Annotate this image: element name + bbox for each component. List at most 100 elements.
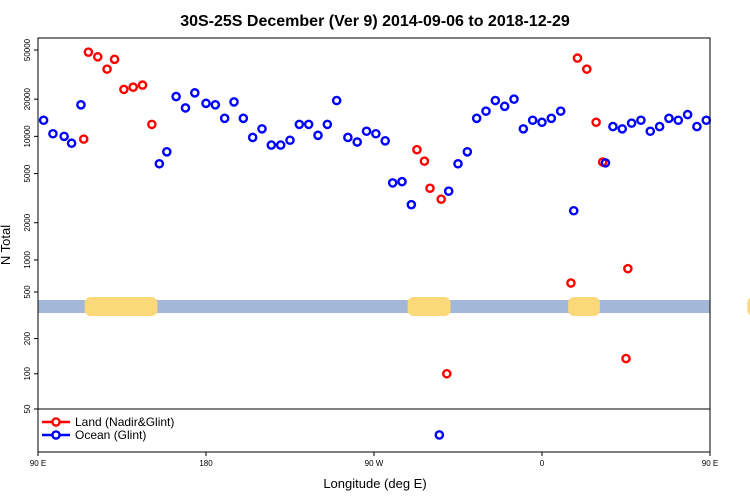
- land-point: [441, 368, 452, 379]
- ocean-point: [161, 146, 172, 157]
- legend-label-ocean: Ocean (Glint): [75, 428, 146, 442]
- y-axis-ticks: 50 100 200 500 1000 2000 5000 10000 20000 50000: [23, 38, 38, 413]
- ocean-point: [600, 158, 611, 168]
- y-tick-label: 1000: [23, 250, 32, 268]
- land-ocean-mask: [38, 297, 750, 316]
- ocean-point: [48, 128, 58, 139]
- ocean-point: [546, 113, 557, 124]
- ocean-point: [219, 113, 230, 124]
- legend-label-land: Land (Nadir&Glint): [75, 415, 174, 429]
- legend-marker-land: [51, 417, 61, 427]
- ocean-point: [313, 130, 323, 141]
- land-point: [92, 52, 103, 62]
- ocean-point: [201, 98, 211, 109]
- ocean-point: [229, 97, 239, 107]
- x-tick-label: 90 E: [702, 459, 718, 468]
- land-point: [109, 54, 120, 65]
- ocean-point: [434, 430, 445, 440]
- ocean-point: [568, 205, 579, 216]
- data-points: [38, 47, 712, 440]
- ocean-point: [443, 186, 454, 196]
- y-tick-label: 50: [23, 404, 32, 413]
- land-point: [621, 353, 631, 364]
- x-tick-label: 0: [540, 459, 545, 468]
- ocean-point: [371, 128, 381, 139]
- land-segment: [84, 297, 158, 316]
- ocean-point: [537, 117, 547, 128]
- land-segment: [407, 297, 451, 316]
- land-point: [582, 64, 592, 74]
- ocean-point: [626, 118, 637, 128]
- ocean-point: [608, 121, 618, 132]
- ocean-point: [322, 119, 333, 130]
- land-point: [147, 119, 157, 130]
- ocean-point: [352, 137, 363, 147]
- ocean-band: [38, 300, 710, 313]
- land-point: [425, 183, 435, 194]
- land-point: [419, 156, 430, 166]
- land-point: [572, 53, 583, 63]
- ocean-point: [453, 158, 463, 169]
- land-point: [102, 64, 112, 74]
- land-point: [623, 263, 633, 274]
- ocean-point: [154, 158, 165, 169]
- ocean-point: [490, 95, 501, 106]
- x-tick-label: 180: [199, 459, 213, 468]
- ocean-point: [210, 100, 221, 110]
- ocean-point: [361, 126, 372, 137]
- ocean-point: [257, 124, 267, 134]
- legend-marker-ocean: [51, 430, 61, 440]
- ocean-point: [682, 109, 693, 120]
- ocean-point: [66, 138, 77, 149]
- ocean-point: [275, 140, 286, 150]
- ocean-point: [331, 95, 342, 106]
- land-segment: [568, 297, 600, 316]
- ocean-point: [673, 115, 684, 126]
- x-axis-title: Longitude (deg E): [323, 476, 426, 491]
- y-tick-label: 200: [23, 331, 32, 345]
- ocean-point: [294, 119, 305, 130]
- land-point: [591, 117, 601, 128]
- ocean-point: [180, 103, 191, 113]
- legend: Land (Nadir&Glint)Ocean (Glint): [42, 415, 174, 442]
- ocean-point: [654, 121, 665, 132]
- ocean-point: [462, 146, 473, 157]
- ocean-point: [303, 119, 314, 130]
- ocean-point: [636, 115, 646, 126]
- ocean-point: [692, 121, 702, 132]
- x-axis-ticks: 90 E 180 90 W 0 90 E: [30, 452, 718, 468]
- x-tick-label: 90 W: [365, 459, 384, 468]
- ocean-point: [189, 88, 200, 98]
- y-tick-label: 2000: [23, 213, 32, 231]
- ocean-point: [266, 140, 277, 150]
- y-tick-label: 100: [23, 367, 32, 381]
- ocean-point: [238, 113, 249, 124]
- land-segment: [747, 298, 750, 315]
- ocean-point: [247, 132, 258, 143]
- plot-frame: [37, 37, 711, 453]
- y-tick-label: 20000: [23, 87, 32, 110]
- land-point: [137, 80, 148, 90]
- ocean-point: [380, 136, 391, 146]
- ocean-point: [406, 199, 417, 210]
- y-tick-label: 10000: [23, 125, 32, 148]
- land-point: [128, 82, 138, 92]
- y-tick-label: 500: [23, 285, 32, 299]
- ocean-point: [343, 132, 353, 143]
- ocean-point: [617, 124, 628, 134]
- ocean-point: [471, 113, 482, 124]
- y-tick-label: 5000: [23, 164, 32, 182]
- y-axis-title: N Total: [0, 225, 13, 265]
- ocean-point: [527, 115, 538, 126]
- ocean-point: [509, 94, 519, 104]
- ocean-point: [59, 131, 69, 142]
- ocean-point: [499, 101, 510, 112]
- land-point: [436, 194, 447, 205]
- ocean-point: [701, 115, 712, 126]
- land-point: [412, 144, 422, 155]
- land-point: [83, 47, 94, 57]
- ocean-point: [645, 126, 656, 137]
- ocean-point: [387, 178, 398, 188]
- ocean-point: [518, 124, 529, 134]
